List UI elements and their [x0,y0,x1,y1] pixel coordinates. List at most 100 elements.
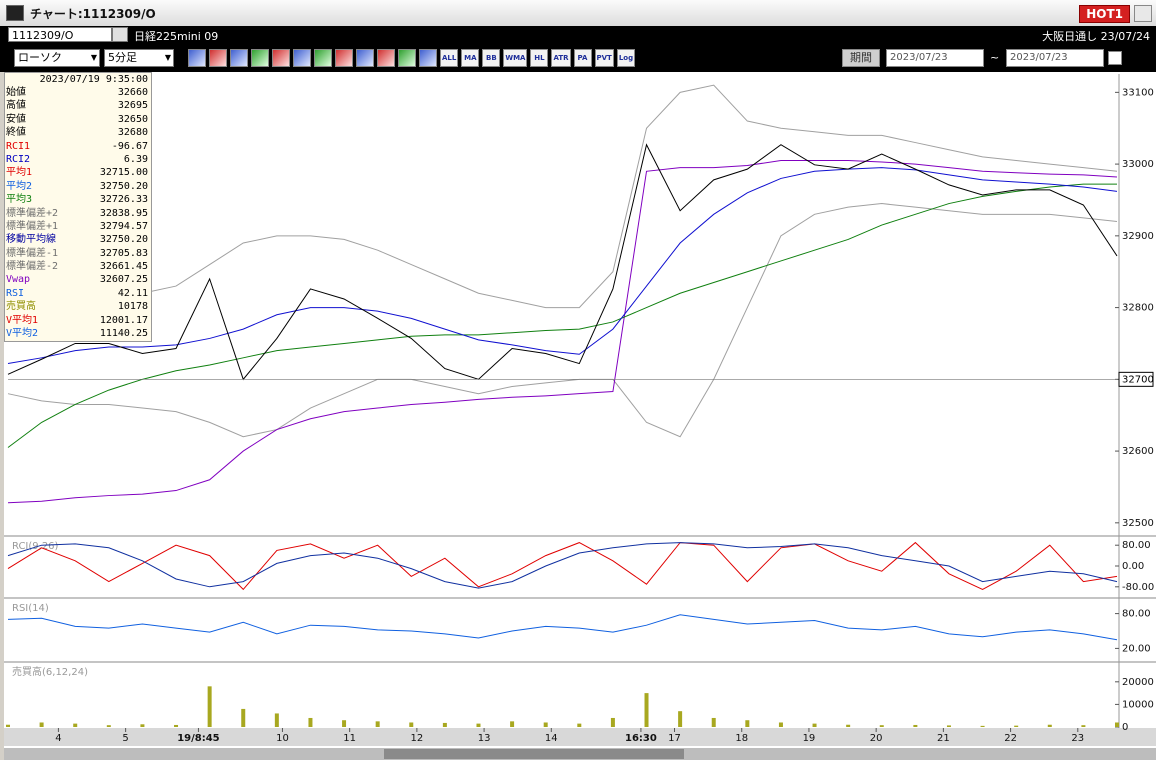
y-tick-label: 32900 [1122,231,1154,242]
indicator-button[interactable]: ALL [440,49,459,67]
volume-bar [644,693,649,727]
info-label: 売買高 [6,301,36,313]
info-value: 32705.83 [99,247,148,259]
info-label: 標準偏差+1 [6,220,59,232]
info-panel: 2023/07/19 9:35:00 始値 32660 高値 32695 安値 32650… [4,72,152,342]
y-tick-label: 32600 [1122,446,1154,457]
y-tick-label: 20.00 [1122,643,1151,654]
last-price-box [1118,371,1154,387]
x-tick-label: 23 [1071,733,1084,744]
indicator-button[interactable]: ATR [551,49,571,67]
volume-bar [174,724,179,727]
info-label: V平均2 [6,328,39,340]
info-row: V平均2 11140.25 [5,327,151,340]
info-value: 32750.20 [99,234,148,246]
info-label: V平均1 [6,314,39,326]
tool-icon[interactable] [272,49,290,67]
info-row: RCI2 6.39 [5,153,151,166]
chart-area: 32500 32600 32700 32800 32900 33000 33100 4 5 19/… [4,72,1156,748]
tool-icon[interactable] [209,49,227,67]
info-value: 11140.25 [99,328,148,340]
info-row: 標準偏差-1 32705.83 [5,247,151,260]
info-row: 平均3 32726.33 [5,193,151,206]
volume-bar [476,723,481,727]
y-tick-label: 32500 [1122,518,1154,529]
info-value: 6.39 [123,153,148,165]
symbol-bar: 1112309/O 日経225mini 09 大阪日通し 23/07/24 [0,26,1156,44]
y-tick-label: 80.00 [1122,609,1151,620]
panel-label: RSI(14) [12,603,49,614]
indicator-button[interactable]: WMA [503,49,528,67]
tool-icon[interactable] [314,49,332,67]
info-value: 32695 [117,100,148,112]
volume-bar [846,724,851,727]
indicator-button[interactable]: PA [573,49,592,67]
info-value: 32750.20 [99,180,148,192]
volume-bar [140,724,145,727]
volume-bar [1014,725,1019,727]
info-label: 標準偏差+2 [6,207,59,219]
close-button[interactable] [1134,5,1152,22]
scrollbar[interactable] [4,748,1156,760]
title-bar: チャート:1112309/O HOT1 [0,0,1156,27]
tool-icon[interactable] [188,49,206,67]
tool-icon[interactable] [251,49,269,67]
indicator-button[interactable]: Log [616,49,636,67]
x-tick-label: 10 [276,733,289,744]
interval-select[interactable]: 5分足 [104,49,174,67]
info-label: 平均2 [6,180,33,192]
date-from[interactable]: 2023/07/23 [886,49,984,67]
info-value: 32660 [117,87,148,98]
date-to[interactable]: 2023/07/23 [1006,49,1104,67]
indicator-button[interactable]: MA [461,49,480,67]
series-line [7,541,1118,591]
info-row: RSI 42.11 [5,287,151,300]
info-value: 42.11 [117,287,148,299]
x-tick-label: 22 [1004,733,1017,744]
panel-label: RCI(9,26) [12,541,59,552]
volume-bar [879,725,884,727]
checkbox[interactable] [1108,51,1122,65]
info-value: 32794.57 [99,220,148,232]
info-value: -96.67 [111,140,148,152]
indicator-button[interactable]: HL [530,49,549,67]
hot-badge[interactable]: HOT1 [1079,5,1130,23]
period-button[interactable]: 期間 [842,49,880,67]
info-row: 標準偏差+1 32794.57 [5,220,151,233]
volume-bar [543,722,548,727]
info-row: 平均2 32750.20 [5,180,151,193]
info-value: 32838.95 [99,207,148,219]
volume-bar [980,725,985,727]
symbol-dropdown[interactable] [112,27,128,42]
tool-icon[interactable] [419,49,437,67]
x-tick-label: 5 [122,733,128,744]
volume-bar [39,722,44,727]
info-label: 標準偏差-2 [6,261,59,273]
y-tick-label: 10000 [1122,699,1154,710]
tool-icon[interactable] [398,49,416,67]
info-value: 32661.45 [99,261,148,273]
tool-icon[interactable] [230,49,248,67]
volume-bar [913,724,918,727]
info-label: 標準偏差-1 [6,247,59,259]
volume-bar [946,725,951,727]
indicator-button[interactable]: BB [482,49,501,67]
scroll-thumb[interactable] [384,749,684,759]
info-row: 終値 32680 [5,126,151,139]
volume-bar [745,720,750,727]
indicator-button[interactable]: PVT [594,49,614,67]
chart-type-select[interactable]: ローソク [14,49,100,67]
volume-bar [308,717,313,727]
tool-icon[interactable] [293,49,311,67]
tool-icon[interactable] [356,49,374,67]
x-tick-label: 16:30 [625,733,657,744]
volume-bar [106,725,111,727]
tool-icon[interactable] [335,49,353,67]
symbol-input[interactable]: 1112309/O [8,27,112,42]
tool-icon[interactable] [377,49,395,67]
instrument-name: 日経225mini 09 [134,30,219,43]
info-label: 始値 [6,87,26,98]
info-label: 高値 [6,100,26,112]
x-tick-label: 19/8:45 [177,733,219,744]
